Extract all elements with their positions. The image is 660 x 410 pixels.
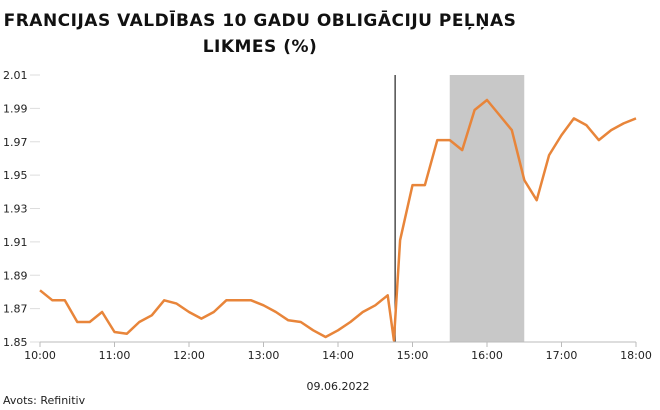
shaded-period (449, 75, 525, 342)
x-tick-label: 14:00 (322, 349, 354, 362)
x-tick-label: 18:00 (620, 349, 652, 362)
x-tick-label: 11:00 (99, 349, 131, 362)
chart-title: FRANCIJAS VALDĪBAS 10 GADU OBLIGĀCIJU PE… (3, 11, 517, 57)
y-tick-label: 1.95 (3, 169, 28, 182)
y-tick-label: 1.85 (3, 336, 28, 349)
y-tick-label: 1.99 (3, 102, 28, 115)
y-tick-label: 1.97 (3, 136, 28, 149)
data-line (39, 98, 637, 342)
x-tick-label: 17:00 (546, 349, 578, 362)
y-tick-label: 2.01 (3, 69, 28, 82)
y-tick-label: 1.91 (3, 236, 28, 249)
source: Avots: Refinitiv (3, 394, 86, 407)
y-tick-label: 1.93 (3, 203, 28, 216)
x-axis-label: 09.06.2022 (307, 380, 370, 393)
y-tick-label: 1.87 (3, 303, 28, 316)
x-tick-label: 10:00 (24, 349, 56, 362)
x-tick-label: 16:00 (471, 349, 503, 362)
x-tick-label: 15:00 (397, 349, 429, 362)
y-tick-label: 1.89 (3, 269, 28, 282)
x-tick-label: 12:00 (173, 349, 205, 362)
x-tick-label: 13:00 (248, 349, 280, 362)
